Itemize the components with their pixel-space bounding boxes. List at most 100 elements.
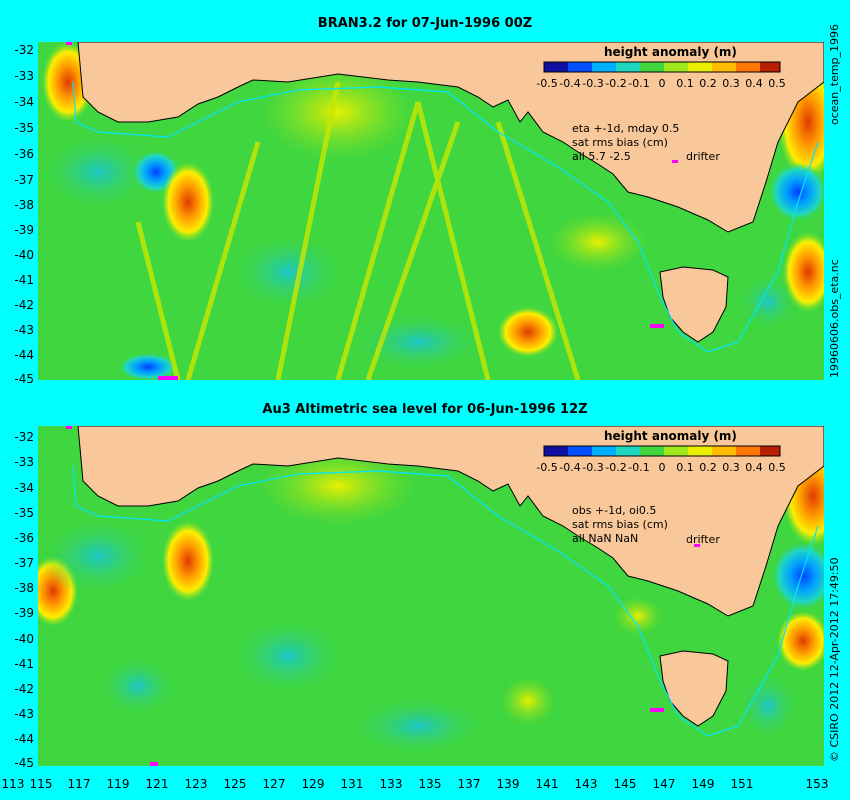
lat-tick: -35 — [14, 506, 34, 520]
note-line: all NaN NaN — [572, 532, 639, 545]
lon-tick: 129 — [301, 777, 325, 791]
cb1-tick: -0.2 — [605, 77, 627, 90]
panel-1-title: BRAN3.2 for 07-Jun-1996 00Z — [317, 16, 533, 31]
lat-tick: -41 — [14, 273, 34, 287]
cb2-tick: -0.3 — [582, 461, 604, 474]
lat-tick: -44 — [14, 348, 34, 362]
lon-tick: 121 — [145, 777, 169, 791]
drifter-label-1: drifter — [686, 150, 720, 163]
highlight-contour — [72, 81, 819, 353]
land-australia — [77, 426, 824, 617]
lat-tick: -37 — [14, 556, 34, 570]
cb1-tick: 0.4 — [745, 77, 763, 90]
cb2-tick: -0.4 — [559, 461, 581, 474]
lat-tick: -43 — [14, 323, 34, 337]
note-line: obs +-1d, oi0.5 — [572, 504, 657, 517]
lat-tick: -36 — [14, 147, 34, 161]
lon-tick: 117 — [67, 777, 91, 791]
anomaly-features — [38, 446, 824, 756]
cb2-tick: 0.4 — [745, 461, 763, 474]
cb1-tick: 0.5 — [768, 77, 786, 90]
lon-tick: 135 — [418, 777, 442, 791]
cb2-tick: 0 — [658, 461, 666, 474]
colorbar — [543, 445, 781, 457]
cb1-tick: -0.5 — [536, 77, 558, 90]
colorbar — [543, 61, 781, 73]
lon-tick: 139 — [496, 777, 520, 791]
colorbar-title-2: height anomaly (m) — [604, 429, 737, 443]
lon-tick: 153 — [805, 777, 829, 791]
cb2-tick: 0.3 — [722, 461, 740, 474]
lat-tick: -42 — [14, 298, 34, 312]
panel-2-notes: obs +-1d, oi0.5 sat rms bias (cm) all Na… — [572, 504, 668, 546]
lon-tick: 141 — [535, 777, 559, 791]
lat-tick: -38 — [14, 581, 34, 595]
lon-tick: 119 — [106, 777, 130, 791]
lat-tick: -32 — [14, 430, 34, 444]
land-australia — [77, 42, 824, 233]
lat-tick: -44 — [14, 732, 34, 746]
side-label-bottom-1: 19960606.obs_eta.nc — [828, 259, 841, 378]
cb1-tick: 0.3 — [722, 77, 740, 90]
lat-tick: -35 — [14, 121, 34, 135]
lon-tick: 145 — [613, 777, 637, 791]
panel-2-title: Au3 Altimetric sea level for 06-Jun-1996… — [262, 402, 588, 417]
panel-1-notes: eta +-1d, mday 0.5 sat rms bias (cm) all… — [572, 122, 679, 164]
cb2-tick: -0.1 — [628, 461, 650, 474]
lon-tick: 113 — [1, 777, 25, 791]
lon-tick: 115 — [29, 777, 53, 791]
map-panel-2 — [38, 426, 824, 766]
map-panel-1 — [38, 42, 824, 380]
satellite-tracks — [135, 81, 581, 380]
drifter-markers — [66, 42, 678, 380]
lat-tick: -34 — [14, 95, 34, 109]
lat-tick: -37 — [14, 173, 34, 187]
cb1-tick: -0.3 — [582, 77, 604, 90]
cb1-tick: -0.1 — [628, 77, 650, 90]
lon-tick: 151 — [730, 777, 754, 791]
lon-tick: 137 — [457, 777, 481, 791]
side-label-top-1: ocean_temp_1996 — [828, 23, 841, 125]
lat-tick: -41 — [14, 657, 34, 671]
highlight-contour — [72, 465, 819, 737]
cb2-tick: -0.5 — [536, 461, 558, 474]
lon-tick: 149 — [691, 777, 715, 791]
anomaly-features — [38, 42, 824, 380]
lat-tick: -38 — [14, 198, 34, 212]
lat-tick: -40 — [14, 632, 34, 646]
map-panel-1-canvas — [38, 42, 824, 380]
lon-tick: 123 — [184, 777, 208, 791]
lon-tick: 125 — [223, 777, 247, 791]
lat-tick: -39 — [14, 606, 34, 620]
lon-tick: 143 — [574, 777, 598, 791]
lon-tick: 127 — [262, 777, 286, 791]
cb1-tick: -0.4 — [559, 77, 581, 90]
lat-tick: -36 — [14, 531, 34, 545]
cb2-tick: 0.1 — [676, 461, 694, 474]
lat-tick: -33 — [14, 455, 34, 469]
lat-tick: -43 — [14, 707, 34, 721]
drifter-label-2: drifter — [686, 533, 720, 546]
lat-tick: -33 — [14, 69, 34, 83]
cb1-tick: 0.2 — [699, 77, 717, 90]
lat-tick: -45 — [14, 756, 34, 770]
lon-tick: 147 — [652, 777, 676, 791]
side-label-2: © CSIRO 2012 12-Apr-2012 17:49:50 — [828, 557, 841, 762]
lon-tick: 131 — [340, 777, 364, 791]
colorbar-title-1: height anomaly (m) — [604, 45, 737, 59]
note-line: eta +-1d, mday 0.5 — [572, 122, 680, 135]
lat-tick: -39 — [14, 223, 34, 237]
lat-tick: -32 — [14, 43, 34, 57]
cb1-tick: 0 — [658, 77, 666, 90]
lat-tick: -45 — [14, 372, 34, 386]
cb2-tick: 0.5 — [768, 461, 786, 474]
lon-tick: 133 — [379, 777, 403, 791]
cb2-tick: -0.2 — [605, 461, 627, 474]
cb2-tick: 0.2 — [699, 461, 717, 474]
drifter-markers — [66, 426, 700, 766]
note-line: all 5.7 -2.5 — [572, 150, 631, 163]
note-line: sat rms bias (cm) — [572, 518, 668, 531]
map-panel-2-canvas — [38, 426, 824, 766]
lat-tick: -40 — [14, 248, 34, 262]
note-line: sat rms bias (cm) — [572, 136, 668, 149]
